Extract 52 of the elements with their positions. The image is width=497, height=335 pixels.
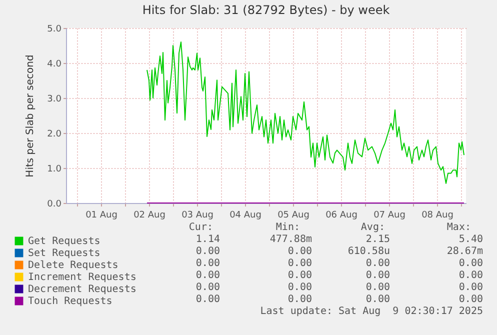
text: Avg: xyxy=(360,222,385,234)
text: 0.00 xyxy=(288,294,312,306)
text: 0.00 xyxy=(288,246,312,258)
text: 0.00 xyxy=(288,258,312,270)
text: 0.00 xyxy=(196,258,220,270)
x-tick-label: 02 Aug xyxy=(134,210,166,220)
x-tick-label: 01 Aug xyxy=(86,210,118,220)
text: 0.00 xyxy=(366,270,390,282)
y-tick-label: 1.0 xyxy=(47,164,62,174)
text: 0.00 xyxy=(366,258,390,270)
legend-label: Delete Requests xyxy=(28,260,118,271)
y-tick-label: 4.0 xyxy=(47,60,62,70)
text: Cur: xyxy=(188,222,213,234)
x-tick-label: 05 Aug xyxy=(278,210,310,220)
text: 1.14 xyxy=(196,234,220,246)
text: 0.00 xyxy=(458,294,483,306)
x-tick-label: 03 Aug xyxy=(182,210,214,220)
x-tick-label: 07 Aug xyxy=(374,210,406,220)
text: 0.00 xyxy=(458,270,483,282)
text: 0.00 xyxy=(366,294,390,306)
text: 2.15 xyxy=(366,234,390,246)
text: 0.00 xyxy=(196,246,220,258)
chart-title: Hits for Slab: 31 (82792 Bytes) - by week xyxy=(142,3,390,17)
text: 477.88m xyxy=(270,234,312,246)
text: 5.40 xyxy=(458,234,483,246)
y-tick-label: 5.0 xyxy=(47,24,62,34)
text: 0.00 xyxy=(288,270,312,282)
legend-label: Decrement Requests xyxy=(28,284,136,295)
y-tick-label: 3.0 xyxy=(47,94,62,104)
text: 0.00 xyxy=(196,282,220,294)
x-tick-label: 04 Aug xyxy=(230,210,262,220)
text: 610.58u xyxy=(348,246,390,258)
text: 0.00 xyxy=(288,282,312,294)
y-tick-label: 2.0 xyxy=(47,130,62,140)
legend-label: Touch Requests xyxy=(28,296,112,307)
legend-label: Set Requests xyxy=(28,248,100,259)
x-tick-label: 08 Aug xyxy=(422,210,454,220)
text: Min: xyxy=(276,222,300,234)
line-series xyxy=(146,42,464,184)
text: 0.00 xyxy=(458,282,483,294)
text: Max: xyxy=(446,222,471,234)
text: 28.67m xyxy=(446,246,483,258)
text: 0.00 xyxy=(366,282,390,294)
text: 0.00 xyxy=(458,258,483,270)
y-axis-title: Hits per Slab per second xyxy=(25,54,36,178)
x-tick-label: 06 Aug xyxy=(326,210,358,220)
text: 0.00 xyxy=(196,270,220,282)
legend-label: Get Requests xyxy=(28,236,100,247)
text: Last update: Sat Aug 9 02:30:17 2025 xyxy=(260,306,483,318)
legend-label: Increment Requests xyxy=(28,272,136,283)
y-tick-label: 0.0 xyxy=(47,200,62,210)
text: 0.00 xyxy=(196,294,220,306)
